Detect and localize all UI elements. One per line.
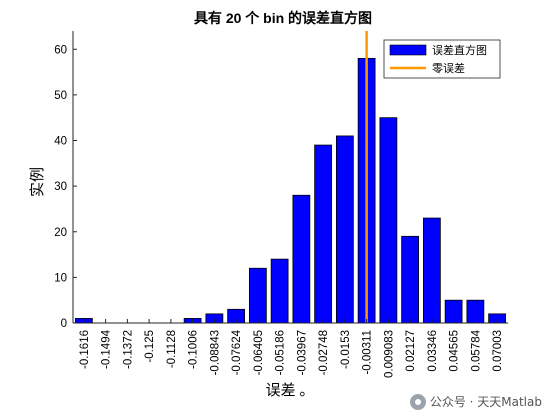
x-tick-label: -0.0153 [340, 330, 352, 369]
legend-label: 零误差 [432, 61, 465, 75]
watermark-text: 公众号 · 天天Matlab [429, 395, 542, 409]
bar-15 [401, 235, 420, 324]
y-axis-label: 实例 [29, 167, 46, 197]
x-tick-label: -0.1128 [166, 330, 178, 368]
bar-9 [270, 258, 289, 324]
x-tick-label: -0.1616 [79, 330, 91, 369]
x-tick-label: -0.05186 [275, 330, 287, 375]
x-tick-label: 0.04565 [449, 330, 461, 372]
x-tick-label: 0.07003 [492, 330, 504, 372]
bars-group [74, 57, 507, 324]
y-tick-label: 0 [61, 318, 67, 330]
y-tick-label: 20 [54, 227, 67, 239]
x-tick-label: 0.05784 [470, 329, 482, 371]
legend-swatch-histogram [389, 44, 427, 56]
x-tick-label: -0.08843 [209, 330, 221, 375]
x-tick-label: -0.03967 [296, 330, 308, 375]
watermark: 公众号 · 天天Matlab [409, 393, 542, 410]
bar-16 [422, 217, 441, 324]
x-tick-label: -0.1006 [188, 330, 200, 369]
x-tick-label: -0.1372 [122, 330, 134, 369]
x-tick-label: -0.125 [144, 330, 156, 363]
wechat-icon [409, 393, 426, 410]
bar-10 [292, 194, 311, 324]
y-tick-label: 30 [54, 181, 67, 193]
legend-label: 误差直方图 [432, 43, 487, 57]
y-tick-label: 10 [54, 272, 67, 284]
x-tick-label: 0.02127 [405, 330, 417, 372]
x-tick-label: 0.03346 [427, 330, 439, 372]
y-tick-label: 50 [54, 90, 67, 102]
x-tick-label: 0.009083 [383, 330, 395, 378]
x-tick-label: -0.1494 [101, 329, 113, 369]
bar-8 [248, 267, 267, 324]
x-axis-label: 误差 。 [266, 382, 315, 399]
x-tick-label: -0.06405 [253, 330, 265, 375]
bar-12 [335, 135, 354, 324]
bar-14 [379, 117, 398, 324]
x-tick-label: -0.02748 [318, 330, 330, 375]
chart-title: 具有 20 个 bin 的误差直方图 [193, 10, 372, 26]
x-tick-label: -0.07624 [231, 329, 243, 375]
bar-11 [314, 144, 333, 324]
y-tick-label: 60 [54, 44, 67, 56]
y-tick-label: 40 [54, 136, 67, 148]
x-tick-label: -0.00311 [362, 330, 374, 375]
